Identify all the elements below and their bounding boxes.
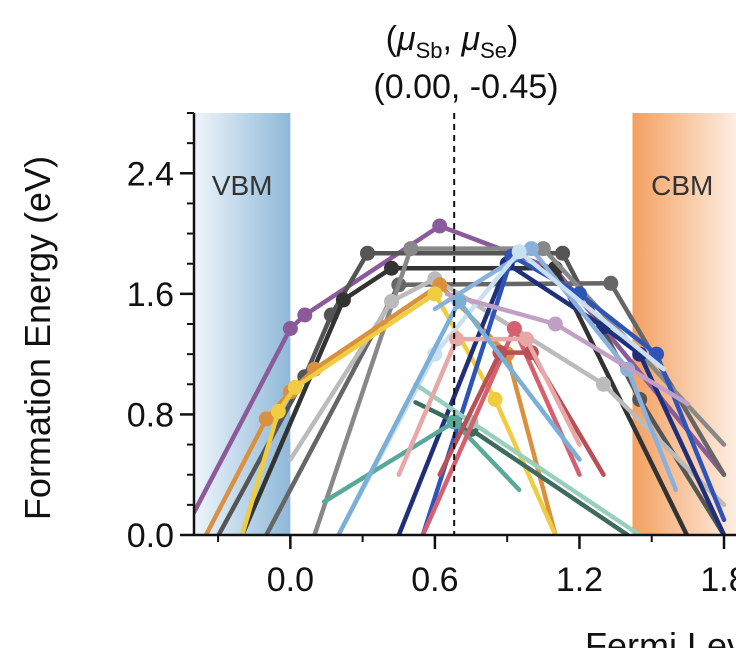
x-tick-label: 0.6 [411,561,458,599]
series-11-point-1 [523,241,539,257]
y-axis-label: Formation Energy (eV) [17,156,58,520]
series-line-11 [432,246,679,493]
series-7-point-1 [258,411,274,427]
series-8-point-3 [427,286,443,302]
chart-title: (μSb, μSe) (0.00, -0.45) [373,20,558,106]
series-19-point-2 [519,331,534,347]
series-line-18 [437,350,606,477]
series-layer [194,218,727,535]
x-tick-label: 1.2 [556,561,603,599]
chart-title-line-2: (0.00, -0.45) [373,68,558,106]
series-17-point-1 [506,321,522,336]
series-8-point-1 [270,403,286,419]
series-6-point-1 [384,293,399,309]
series-8-point-2 [287,379,303,395]
series-5-point-1 [403,241,419,257]
series-1-point-3 [432,218,448,234]
series-20-point-1 [451,293,467,309]
series-5-point-2 [535,241,551,257]
x-axis-label: Fermi Level (eV) [585,625,736,648]
series-13-point-1 [547,316,563,332]
series-line-8 [239,291,558,535]
series-6-point-3 [596,376,611,392]
y-tick-label: 0.0 [127,517,174,555]
vbm-label: VBM [212,170,273,201]
series-8-point-4 [487,391,503,407]
x-tick-label: 1.8 [700,561,736,599]
axes: 0.0 0.8 1.6 2.4 0.0 0.6 1.2 1.8 [127,112,736,599]
series-3-point-1 [335,292,351,308]
series-1-point-2 [297,307,313,323]
x-tick-label: 0.0 [267,561,314,599]
y-tick-label: 2.4 [127,155,174,193]
series-19-point-1 [449,331,465,347]
series-2-point-4 [555,245,571,261]
series-line-19 [396,336,582,477]
series-3-point-2 [384,260,399,276]
series-12-point-2 [511,244,527,260]
series-4-point-2 [603,275,619,291]
chart-title-line-1: (μSb, μSe) [386,20,519,63]
cbm-label: CBM [651,170,713,201]
y-tick-label: 1.6 [127,276,174,314]
series-2-point-3 [360,245,375,261]
y-tick-label: 0.8 [127,396,174,434]
series-1-point-1 [282,321,298,336]
